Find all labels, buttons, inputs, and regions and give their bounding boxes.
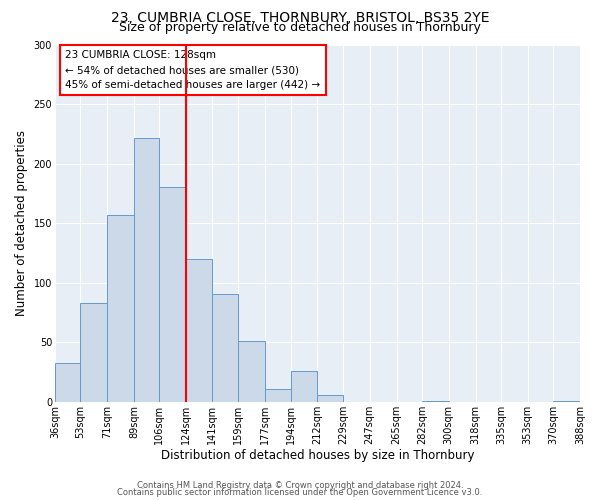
Bar xyxy=(55,362,80,402)
Text: Contains public sector information licensed under the Open Government Licence v3: Contains public sector information licen… xyxy=(118,488,482,497)
Bar xyxy=(80,303,107,402)
Bar xyxy=(238,341,265,402)
Bar xyxy=(265,388,290,402)
Y-axis label: Number of detached properties: Number of detached properties xyxy=(15,130,28,316)
Bar xyxy=(422,400,449,402)
Bar xyxy=(160,186,186,402)
Bar xyxy=(290,371,317,402)
X-axis label: Distribution of detached houses by size in Thornbury: Distribution of detached houses by size … xyxy=(161,450,474,462)
Bar xyxy=(212,294,238,402)
Text: Size of property relative to detached houses in Thornbury: Size of property relative to detached ho… xyxy=(119,21,481,34)
Bar xyxy=(553,400,580,402)
Bar xyxy=(134,138,160,402)
Text: 23, CUMBRIA CLOSE, THORNBURY, BRISTOL, BS35 2YE: 23, CUMBRIA CLOSE, THORNBURY, BRISTOL, B… xyxy=(111,11,489,25)
Text: 23 CUMBRIA CLOSE: 128sqm
← 54% of detached houses are smaller (530)
45% of semi-: 23 CUMBRIA CLOSE: 128sqm ← 54% of detach… xyxy=(65,50,320,90)
Bar xyxy=(107,215,134,402)
Bar xyxy=(317,394,343,402)
Text: Contains HM Land Registry data © Crown copyright and database right 2024.: Contains HM Land Registry data © Crown c… xyxy=(137,481,463,490)
Bar xyxy=(186,259,212,402)
